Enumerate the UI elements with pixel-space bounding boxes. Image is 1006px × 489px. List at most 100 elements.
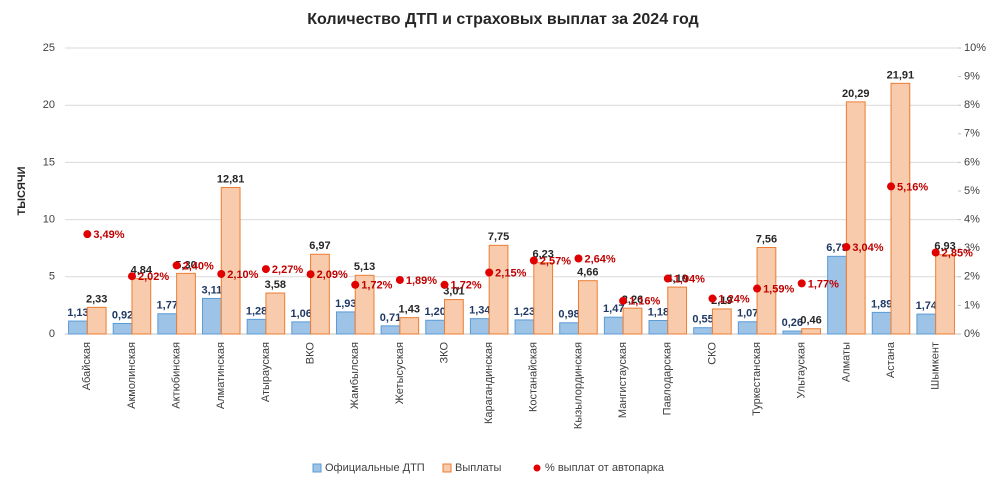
bar [291, 321, 312, 335]
x-tick-label: Атырауская [260, 342, 272, 402]
data-label: 2,85% [942, 247, 973, 259]
bar [845, 101, 866, 335]
bar [335, 311, 356, 335]
x-tick-label: ЗКО [438, 342, 450, 364]
data-label: 1,74 [916, 300, 938, 312]
bar [310, 253, 330, 335]
legend-label: Официальные ДТП [325, 462, 425, 474]
data-label: 1,23 [514, 306, 535, 318]
legend-label: % выплат от автопарка [545, 462, 665, 474]
y2-tick-label: 8% [964, 99, 980, 111]
point [663, 274, 672, 283]
bar [890, 82, 911, 335]
data-label: 1,16% [629, 296, 660, 308]
x-tick-label: Жамбылская [349, 342, 361, 409]
data-label: 3,11 [201, 284, 222, 296]
data-label: 6,93 [934, 241, 955, 253]
data-label: 6,23 [532, 249, 553, 261]
bar [86, 306, 107, 335]
bar [157, 313, 178, 335]
point [172, 261, 181, 270]
bar [68, 320, 88, 335]
data-label: 1,28 [246, 305, 267, 317]
y2-tick-label: 6% [964, 156, 980, 168]
bar [265, 292, 286, 335]
bar [444, 299, 464, 335]
bar [711, 308, 732, 335]
point [395, 275, 404, 284]
x-tick-label: Алматинская [215, 342, 227, 409]
legend-swatch [312, 463, 322, 473]
point [127, 272, 136, 281]
data-label: 6,97 [309, 240, 330, 252]
data-label: 1,59% [763, 283, 794, 295]
bar [380, 325, 401, 335]
data-label: 2,64% [584, 253, 615, 265]
data-label: 6,79 [826, 242, 847, 254]
x-tick-label: Абайская [81, 342, 93, 390]
x-tick-label: Костанайская [528, 342, 540, 412]
y2-tick-label: 5% [964, 185, 980, 197]
bar [399, 317, 420, 335]
x-tick-label: Алматы [840, 342, 852, 382]
data-label: 1,13 [67, 307, 88, 319]
bar [916, 313, 937, 335]
point [619, 296, 628, 305]
data-label: 3,49% [93, 229, 124, 241]
y2-tick-label: 2% [964, 271, 980, 283]
data-label: 5,13 [354, 261, 375, 273]
bar [354, 274, 375, 335]
data-label: 1,20 [424, 306, 445, 318]
y-axis-label: ТЫСЯЧИ [16, 166, 28, 215]
point [708, 294, 717, 303]
bar [782, 330, 803, 335]
point [306, 270, 315, 279]
data-label: 2,26 [622, 294, 643, 306]
legend-swatch [533, 464, 541, 472]
y2-tick-label: 9% [964, 71, 980, 83]
x-tick-label: СКО [706, 342, 718, 365]
bar [667, 286, 688, 335]
data-label: 2,33 [86, 293, 107, 305]
legend-label: Выплаты [455, 462, 502, 474]
bar [648, 320, 669, 335]
data-label: 2,10% [227, 269, 258, 281]
data-label: 3,01 [443, 285, 464, 297]
x-tick-label: Актюбинская [171, 342, 183, 409]
data-label: 1,89% [406, 275, 437, 287]
data-label: 4,66 [577, 267, 598, 279]
data-label: 0,98 [558, 309, 579, 321]
data-label: 0,55 [692, 314, 713, 326]
x-tick-label: Ультауская [796, 342, 808, 398]
data-label: 1,47 [603, 303, 624, 315]
data-label: 5,16% [897, 181, 928, 193]
point [485, 268, 494, 277]
data-label: 1,34 [469, 305, 491, 317]
data-label: 1,93 [335, 298, 356, 310]
data-label: 7,56 [756, 233, 777, 245]
data-label: 3,58 [265, 279, 286, 291]
y2-tick-label: 0% [964, 328, 980, 340]
x-tick-label: Кызылординская [572, 342, 584, 429]
bar [693, 327, 713, 335]
data-label: 4,10 [666, 273, 687, 285]
data-label: 7,75 [488, 231, 509, 243]
x-tick-label: Жетысуская [394, 342, 406, 404]
y-tick-label: 20 [43, 99, 55, 111]
data-label: 2,15% [495, 267, 526, 279]
data-label: 5,30 [175, 259, 196, 271]
bar [488, 244, 509, 335]
bar [131, 278, 152, 335]
point [351, 280, 360, 289]
bar [559, 322, 579, 335]
data-label: 2,40% [183, 260, 214, 272]
point [797, 279, 806, 288]
point [574, 254, 583, 263]
point [440, 280, 449, 289]
bar [603, 316, 624, 335]
data-label: 2,02% [138, 271, 169, 283]
point [217, 269, 226, 278]
x-tick-label: Астана [885, 341, 897, 378]
y2-tick-label: 7% [964, 128, 980, 140]
